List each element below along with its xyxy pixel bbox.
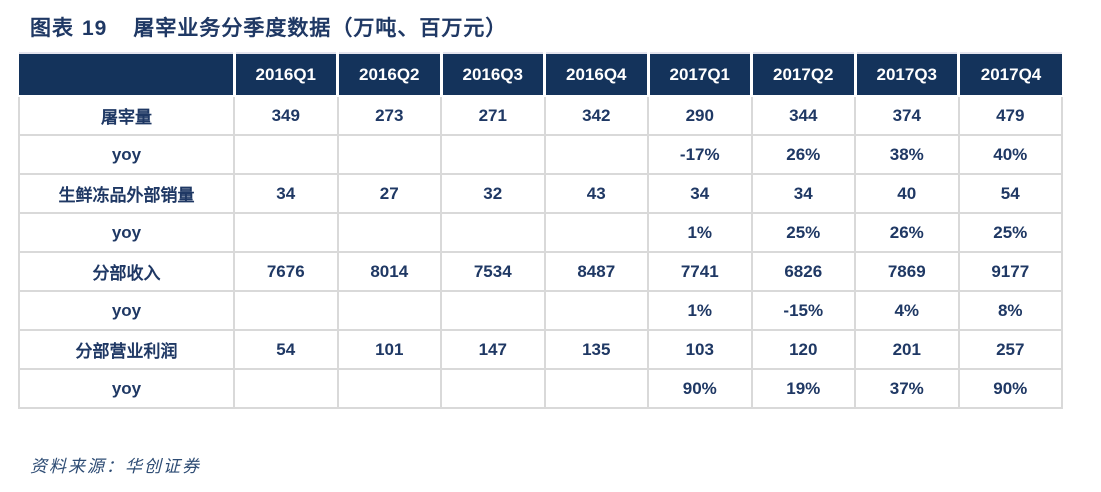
data-cell: 7741 <box>647 251 753 292</box>
table-row: 分部营业利润 54 101 147 135 103 120 201 257 <box>18 329 1063 370</box>
table-body: 屠宰量 349 273 271 342 290 344 374 479 yoy -17% 26% 38%… <box>18 95 1063 409</box>
row-label: yoy <box>18 134 235 175</box>
data-cell <box>336 212 442 253</box>
table-row: 生鲜冻品外部销量 34 27 32 43 34 34 40 54 <box>18 173 1063 214</box>
data-cell <box>233 290 339 331</box>
data-cell: 37% <box>854 368 960 409</box>
quarterly-data-table: 2016Q1 2016Q2 2016Q3 2016Q4 2017Q1 2017Q2 2017… <box>18 52 1063 409</box>
data-cell: 290 <box>647 95 753 136</box>
data-cell: 8014 <box>336 251 442 292</box>
data-cell: 135 <box>543 329 649 370</box>
data-cell <box>440 368 546 409</box>
column-header-2017q2: 2017Q2 <box>750 53 855 97</box>
data-cell <box>336 368 442 409</box>
data-cell: 257 <box>957 329 1063 370</box>
data-cell <box>233 134 339 175</box>
table-row: 屠宰量 349 273 271 342 290 344 374 479 <box>18 95 1063 136</box>
row-label-column-header <box>19 53 234 97</box>
data-cell: 1% <box>647 290 753 331</box>
data-cell: 103 <box>647 329 753 370</box>
data-cell <box>440 290 546 331</box>
data-cell: 374 <box>854 95 960 136</box>
data-cell: 34 <box>233 173 339 214</box>
column-header-2016q2: 2016Q2 <box>336 53 441 97</box>
data-cell: 38% <box>854 134 960 175</box>
table-row: yoy 1% -15% 4% 8% <box>18 290 1063 331</box>
table-row: 分部收入 7676 8014 7534 8487 7741 6826 7869 9177 <box>18 251 1063 292</box>
source-note: 资料来源：华创证券 <box>30 457 201 476</box>
data-cell: 26% <box>854 212 960 253</box>
data-cell: 8% <box>957 290 1063 331</box>
data-cell: 4% <box>854 290 960 331</box>
column-header-2016q1: 2016Q1 <box>232 53 338 97</box>
data-cell <box>543 134 649 175</box>
data-cell: 6826 <box>750 251 856 292</box>
row-label: 分部营业利润 <box>18 329 235 370</box>
data-cell: 26% <box>750 134 856 175</box>
data-cell: 40% <box>957 134 1063 175</box>
data-cell: 349 <box>233 95 339 136</box>
data-cell: 43 <box>543 173 649 214</box>
table-row: yoy 1% 25% 26% 25% <box>18 212 1063 253</box>
figure-label: 图表 <box>30 16 74 40</box>
data-cell: -17% <box>647 134 753 175</box>
figure-title: 图表 19 屠宰业务分季度数据（万吨、百万元） <box>30 12 507 42</box>
data-cell: 7534 <box>440 251 546 292</box>
row-label: 分部收入 <box>18 251 235 292</box>
table-row: yoy 90% 19% 37% 90% <box>18 368 1063 409</box>
data-cell: 120 <box>750 329 856 370</box>
data-cell: 90% <box>647 368 753 409</box>
row-label: yoy <box>18 290 235 331</box>
data-cell: 147 <box>440 329 546 370</box>
data-cell: 271 <box>440 95 546 136</box>
column-header-2017q1: 2017Q1 <box>646 53 752 97</box>
data-cell <box>233 368 339 409</box>
data-cell <box>543 368 649 409</box>
row-label: yoy <box>18 368 235 409</box>
data-cell: 54 <box>957 173 1063 214</box>
data-cell: 90% <box>957 368 1063 409</box>
data-cell <box>440 134 546 175</box>
data-cell: 201 <box>854 329 960 370</box>
data-cell: 40 <box>854 173 960 214</box>
data-cell: 34 <box>750 173 856 214</box>
figure-title-text: 屠宰业务分季度数据（万吨、百万元） <box>133 16 508 40</box>
data-cell: 19% <box>750 368 856 409</box>
column-header-2016q4: 2016Q4 <box>543 53 648 97</box>
data-cell: 34 <box>647 173 753 214</box>
data-cell: 7676 <box>233 251 339 292</box>
data-cell: 32 <box>440 173 546 214</box>
data-cell <box>543 212 649 253</box>
data-cell: -15% <box>750 290 856 331</box>
column-header-2016q3: 2016Q3 <box>439 53 545 97</box>
table-header-row: 2016Q1 2016Q2 2016Q3 2016Q4 2017Q1 2017Q2 2017… <box>19 53 1062 97</box>
data-cell: 27 <box>336 173 442 214</box>
data-cell <box>336 290 442 331</box>
column-header-2017q3: 2017Q3 <box>853 53 959 97</box>
data-cell <box>440 212 546 253</box>
data-cell <box>336 134 442 175</box>
data-cell: 8487 <box>543 251 649 292</box>
data-cell: 342 <box>543 95 649 136</box>
data-cell: 25% <box>750 212 856 253</box>
data-cell: 101 <box>336 329 442 370</box>
data-cell: 25% <box>957 212 1063 253</box>
row-label: 生鲜冻品外部销量 <box>18 173 235 214</box>
data-cell <box>543 290 649 331</box>
figure-number: 19 <box>82 17 108 40</box>
data-cell: 9177 <box>957 251 1063 292</box>
column-header-2017q4: 2017Q4 <box>957 53 1062 97</box>
data-cell: 1% <box>647 212 753 253</box>
row-label: 屠宰量 <box>18 95 235 136</box>
row-label: yoy <box>18 212 235 253</box>
data-cell <box>233 212 339 253</box>
data-cell: 479 <box>957 95 1063 136</box>
table-row: yoy -17% 26% 38% 40% <box>18 134 1063 175</box>
data-cell: 273 <box>336 95 442 136</box>
data-cell: 7869 <box>854 251 960 292</box>
data-cell: 344 <box>750 95 856 136</box>
data-cell: 54 <box>233 329 339 370</box>
